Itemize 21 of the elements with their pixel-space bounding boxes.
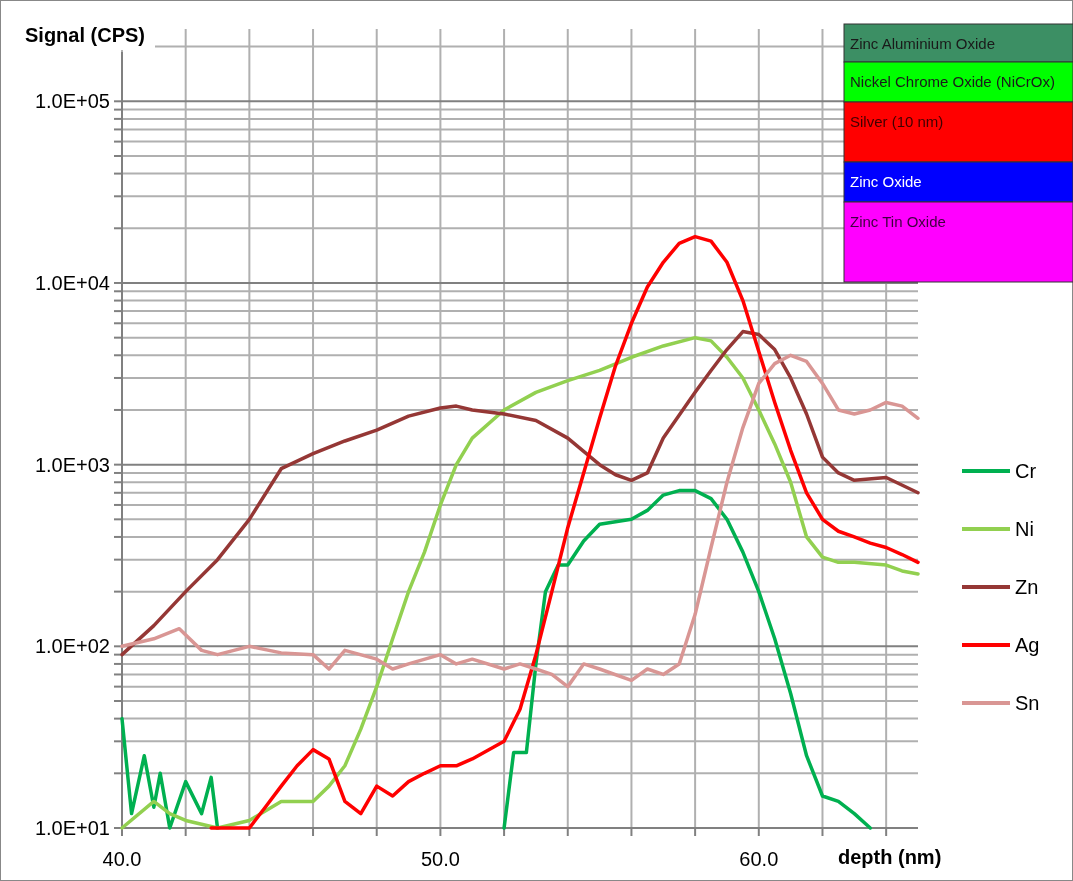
x-tick-label: 40.0 [102, 848, 142, 870]
y-tick-label: 1.0E+05 [34, 90, 110, 113]
annotation: Nickel Chrome Oxide (NiCrOx) [850, 73, 1056, 90]
legend-label: Ag [1015, 634, 1040, 656]
x-tick-label: 50.0 [420, 848, 460, 870]
x-axis-title: depth (nm) [838, 846, 942, 868]
legend-label: Zn [1015, 576, 1039, 598]
legend-label: Cr [1015, 460, 1037, 482]
annotation: Zinc Tin Oxide [850, 213, 946, 230]
legend-label: Sn [1015, 692, 1040, 714]
y-tick-label: 1.0E+01 [34, 817, 110, 839]
y-axis-title: Signal (CPS) [25, 24, 146, 46]
y-tick-label: 1.0E+04 [34, 271, 110, 294]
y-tick-label: 1.0E+03 [34, 453, 110, 476]
annotation: Zinc Oxide [850, 173, 922, 190]
annotation: Zinc Aluminium Oxide [850, 35, 996, 52]
line-series [209, 234, 920, 830]
x-tick-label: 60.0 [739, 848, 779, 870]
annotation: Silver (10 nm) [850, 113, 944, 130]
legend-label: Ni [1015, 518, 1034, 540]
y-tick-label: 1.0E+02 [34, 635, 110, 658]
